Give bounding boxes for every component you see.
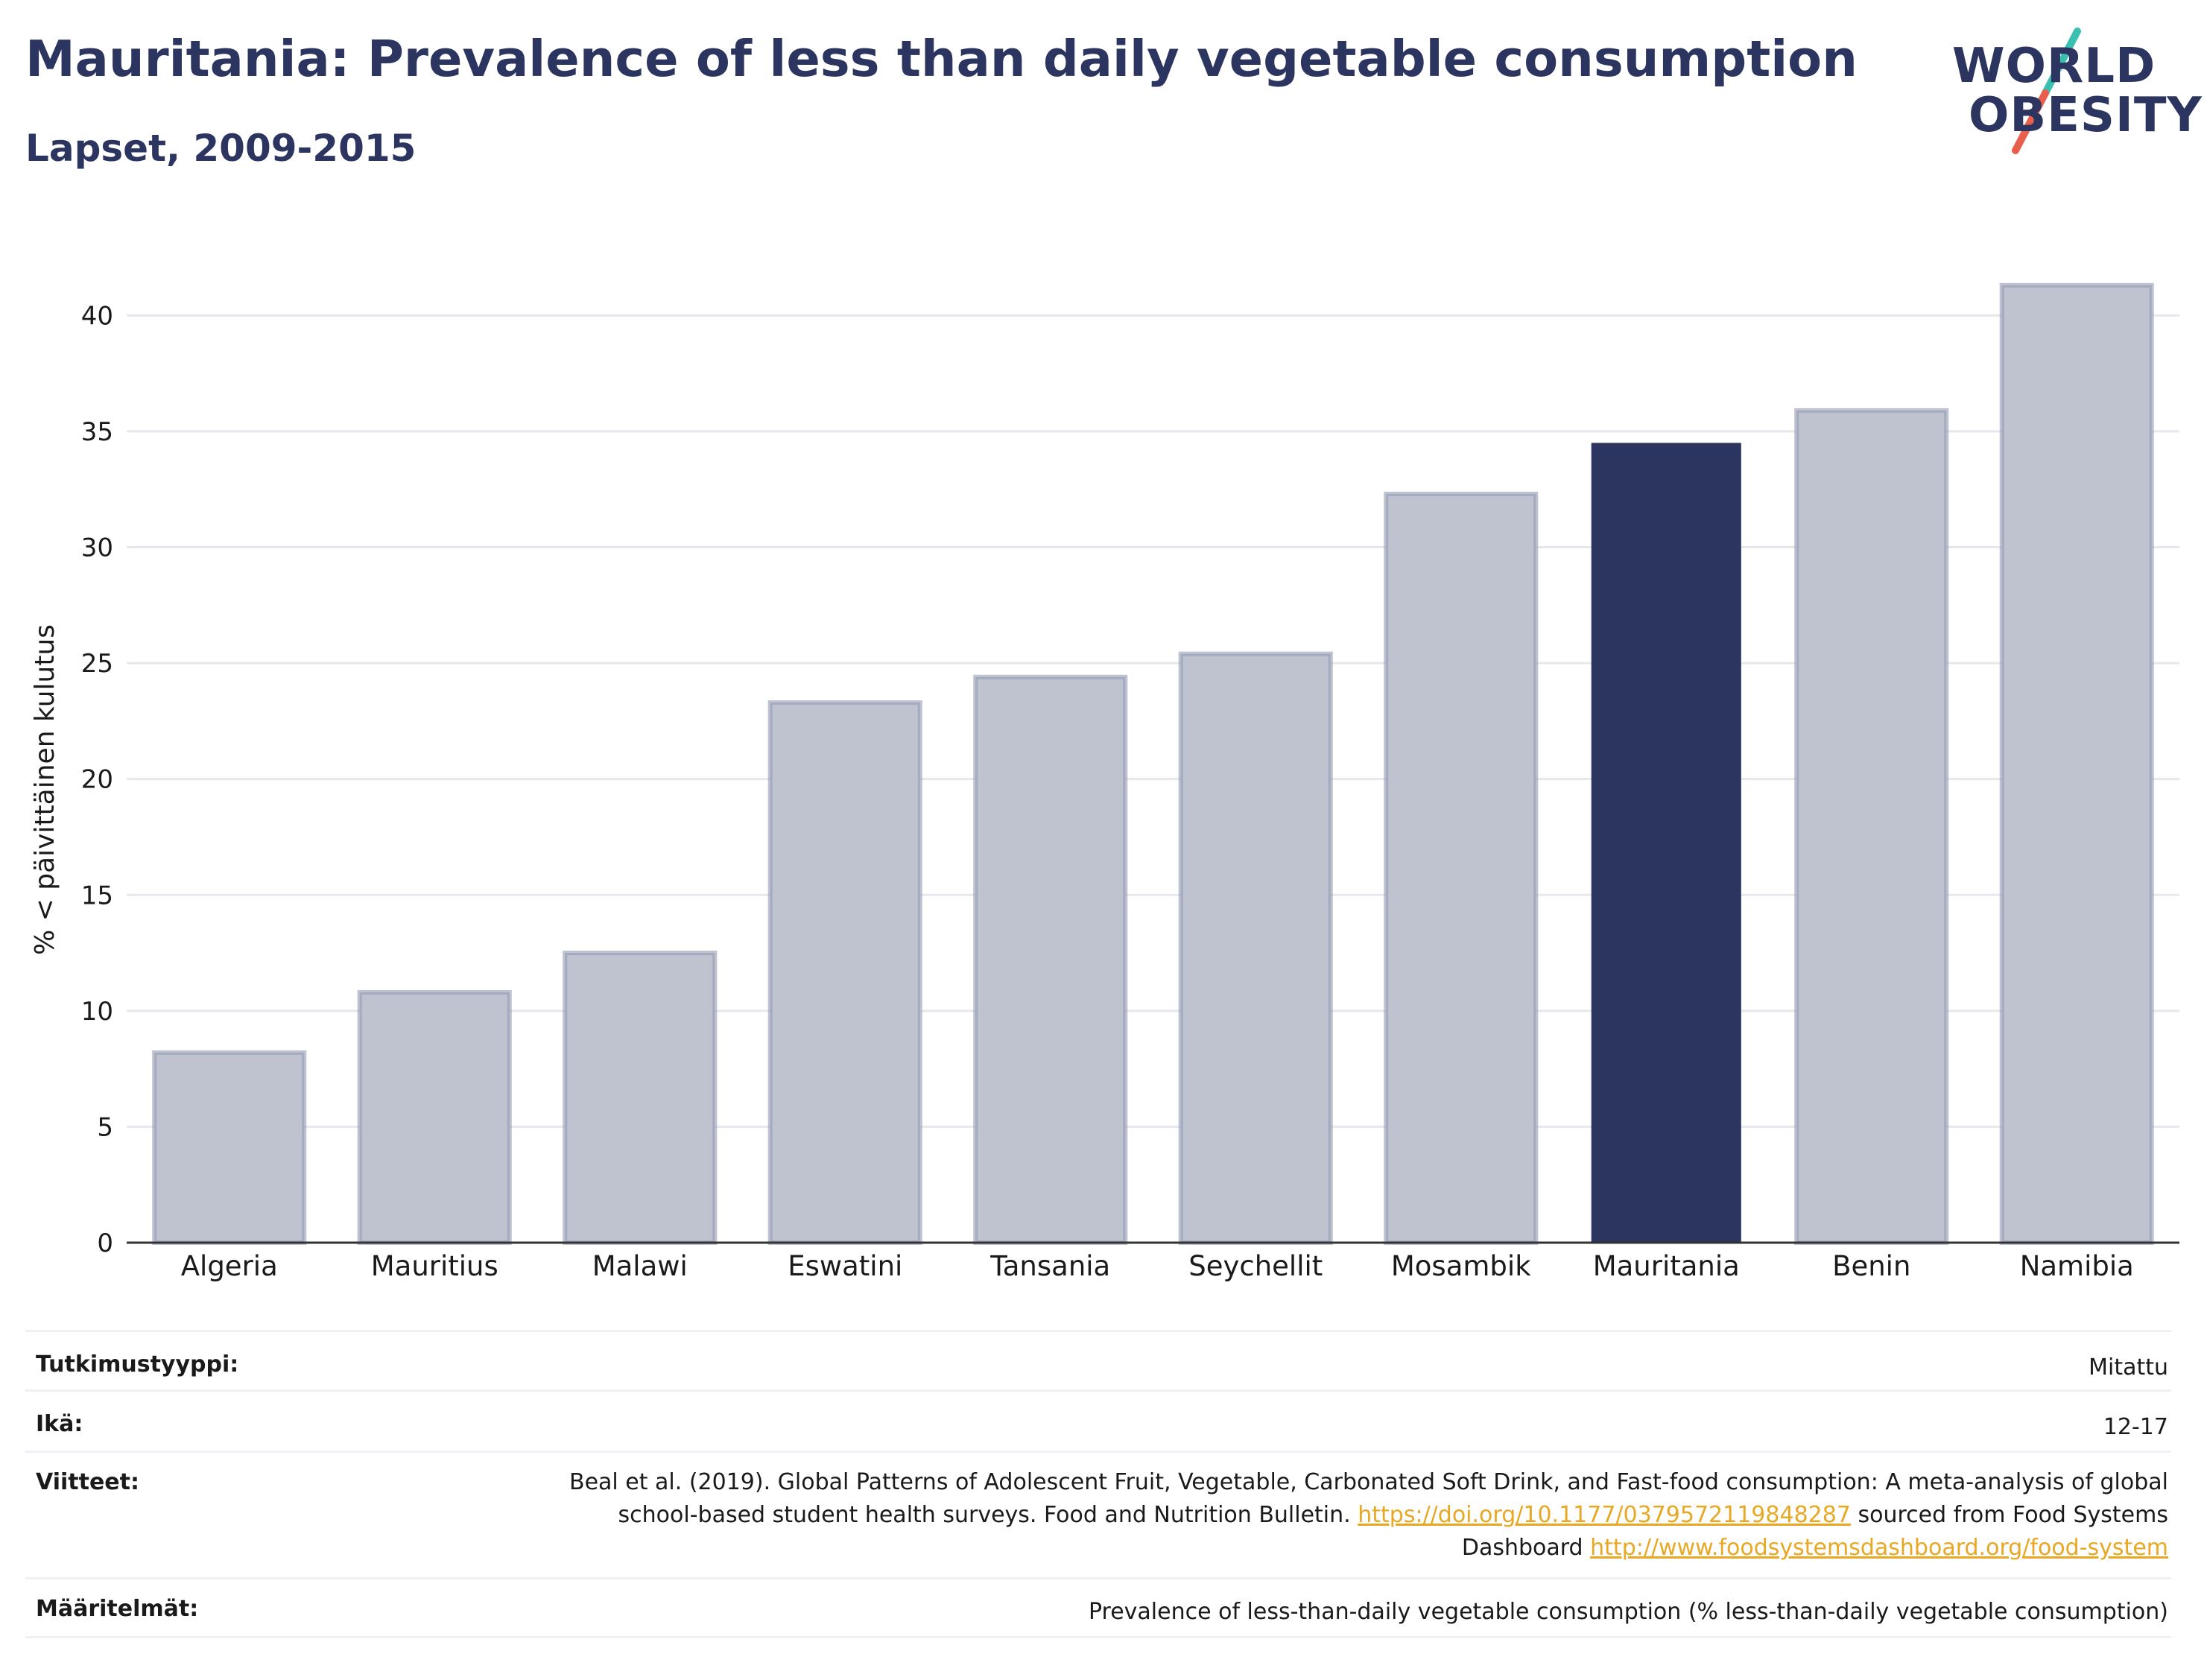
x-tick-label: Tansania [989, 1250, 1110, 1282]
x-tick-label: Eswatini [788, 1250, 902, 1282]
bar-tansania [973, 674, 1128, 1245]
y-tick-label: 25 [81, 649, 113, 679]
y-tick-label: 40 [81, 301, 113, 331]
x-tick-label: Mosambik [1391, 1250, 1531, 1282]
y-tick-label: 0 [97, 1229, 113, 1258]
y-axis-label: % < päivittäinen kulutus [30, 624, 60, 955]
details-row-references: Viitteet: Beal et al. (2019). Global Pat… [25, 1451, 2171, 1577]
bar-benin [1794, 408, 1949, 1246]
bar-malawi [563, 951, 718, 1245]
x-tick-label: Benin [1832, 1250, 1910, 1282]
bar-algeria [152, 1050, 307, 1246]
x-tick-label: Seychellit [1188, 1250, 1323, 1282]
bar-mosambik [1384, 491, 1539, 1245]
x-tick-label: Namibia [2020, 1250, 2134, 1282]
bar-eswatini [767, 700, 922, 1245]
details-table: Tutkimustyyppi: Mitattu Ikä: 12-17 Viitt… [25, 1330, 2171, 1638]
x-tick-label: Mauritania [1593, 1250, 1740, 1282]
bars [152, 282, 2154, 1246]
y-tick-label: 10 [81, 997, 113, 1027]
y-tick-label: 15 [81, 881, 113, 910]
age-label: Ikä: [36, 1411, 83, 1437]
bar-mauritius [357, 989, 512, 1246]
axes: 0 5 10 15 20 25 30 35 40 Algeria Mauritius Malawi Es… [81, 301, 2179, 1282]
doi-link[interactable]: https://doi.org/10.1177/0379572119848287 [1358, 1502, 1851, 1528]
bar-seychellit [1178, 651, 1333, 1245]
logo-slash-icon [2012, 28, 2081, 154]
world-obesity-logo: WORLD OBESITY [1945, 22, 2202, 164]
logo-line-obesity: OBESITY [1969, 88, 2203, 143]
details-row-age: Ikä: 12-17 [25, 1389, 2171, 1451]
bar-namibia [1999, 282, 2154, 1245]
details-row-study-type: Tutkimustyyppi: Mitattu [25, 1330, 2171, 1389]
bar-chart: 0 5 10 15 20 25 30 35 40 Algeria Mauritius Malawi Es… [30, 282, 2179, 1282]
x-tick-label: Mauritius [371, 1250, 498, 1282]
chart-subtitle: Lapset, 2009-2015 [25, 127, 417, 170]
y-tick-label: 5 [97, 1112, 113, 1142]
references-label: Viitteet: [36, 1469, 139, 1495]
chart-title: Mauritania: Prevalence of less than dail… [25, 30, 1858, 88]
bar-mauritania [1591, 443, 1741, 1243]
y-tick-label: 35 [81, 417, 113, 447]
age-value: 12-17 [2103, 1414, 2168, 1440]
study-type-label: Tutkimustyyppi: [36, 1351, 239, 1378]
logo-line-world: WORLD [1952, 39, 2156, 94]
references-text-2: sourced from Food Systems Dashboard [1461, 1502, 2168, 1561]
details-row-definitions: Määritelmät: Prevalence of less-than-dai… [25, 1577, 2171, 1638]
study-type-value: Mitattu [2089, 1354, 2168, 1381]
x-tick-label: Algeria [181, 1250, 278, 1282]
y-tick-label: 20 [81, 765, 113, 795]
definitions-label: Määritelmät: [36, 1596, 199, 1622]
definitions-value: Prevalence of less-than-daily vegetable … [1088, 1599, 2168, 1625]
references-value: Beal et al. (2019). Global Patterns of A… [559, 1466, 2171, 1565]
references-text-1: Beal et al. (2019). Global Patterns of A… [569, 1469, 2168, 1528]
y-tick-label: 30 [81, 533, 113, 563]
x-tick-label: Malawi [592, 1250, 688, 1282]
food-systems-link[interactable]: http://www.foodsystemsdashboard.org/food… [1590, 1535, 2168, 1561]
